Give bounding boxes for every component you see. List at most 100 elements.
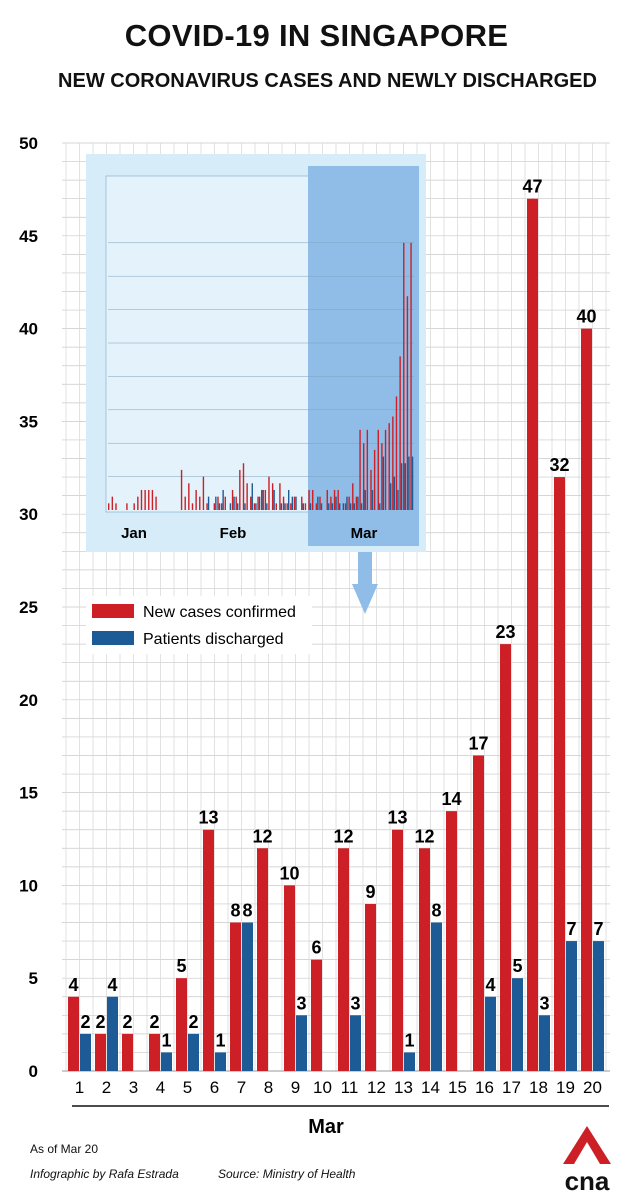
bar-discharged <box>350 1015 361 1071</box>
inset-bar-discharged <box>207 496 210 510</box>
data-label-new-cases: 9 <box>365 882 375 902</box>
source-note: Source: Ministry of Health <box>218 1167 356 1181</box>
data-label-discharged: 3 <box>539 993 549 1013</box>
data-label-discharged: 7 <box>566 919 576 939</box>
legend-label-discharged: Patients discharged <box>143 631 284 648</box>
inset-bar-new-cases <box>151 489 154 510</box>
inset-bar-new-cases <box>137 496 139 510</box>
inset-bar-discharged <box>237 503 239 510</box>
inset-bar-new-cases <box>115 503 117 510</box>
inset-bar-new-cases <box>366 429 369 510</box>
bar-discharged <box>431 922 442 1071</box>
inset-bar-new-cases <box>264 489 267 510</box>
bar-new-cases <box>581 328 592 1072</box>
bar-discharged <box>566 941 577 1071</box>
inset-bar-new-cases <box>202 476 205 510</box>
inset-bar-new-cases <box>184 496 186 510</box>
data-label-new-cases: 2 <box>149 1012 159 1032</box>
inset-bar-new-cases <box>188 483 190 510</box>
inset-bar-discharged <box>280 503 283 510</box>
inset-bar-new-cases <box>344 503 347 510</box>
inset-bar-new-cases <box>333 489 336 510</box>
bar-discharged <box>296 1015 307 1071</box>
chart-legend: New cases confirmed Patients discharged <box>86 596 312 654</box>
inset-bar-discharged <box>339 503 341 510</box>
inset-bar-new-cases <box>370 469 372 510</box>
inset-bar-discharged <box>364 489 366 510</box>
inset-bar-new-cases <box>315 503 318 510</box>
data-label-new-cases: 8 <box>230 901 240 921</box>
inset-bar-new-cases <box>206 503 208 510</box>
data-label-new-cases: 2 <box>122 1012 132 1032</box>
inset-bar-new-cases <box>246 483 248 510</box>
bar-discharged <box>512 978 523 1071</box>
data-label-discharged: 7 <box>593 919 603 939</box>
inset-bar-discharged <box>295 496 297 510</box>
y-tick-label: 35 <box>19 412 38 431</box>
inset-bar-new-cases <box>108 503 110 510</box>
x-tick-label: 13 <box>394 1078 413 1097</box>
inset-bar-discharged <box>346 496 348 510</box>
x-tick-label: 19 <box>556 1078 575 1097</box>
inset-bar-discharged <box>215 496 217 510</box>
inset-bar-discharged <box>357 496 359 510</box>
x-tick-label: 5 <box>183 1078 192 1097</box>
data-label-discharged: 1 <box>215 1030 225 1050</box>
data-label-discharged: 5 <box>512 956 522 976</box>
inset-bar-discharged <box>251 483 253 510</box>
inset-bar-new-cases <box>235 496 237 510</box>
bar-new-cases <box>95 1033 106 1071</box>
y-tick-label: 45 <box>19 227 38 246</box>
y-tick-label: 25 <box>19 598 38 617</box>
inset-bar-new-cases <box>282 496 285 510</box>
inset-bar-new-cases <box>148 489 150 510</box>
page-subtitle: NEW CORONAVIRUS CASES AND NEWLY DISCHARG… <box>58 70 597 92</box>
inset-bar-new-cases <box>126 503 128 510</box>
legend-label-new-cases: New cases confirmed <box>143 604 296 621</box>
inset-bar-new-cases <box>191 503 194 510</box>
inset-bar-discharged <box>288 489 290 510</box>
inset-bar-discharged <box>349 503 352 510</box>
data-label-discharged: 2 <box>80 1012 90 1032</box>
x-tick-label: 10 <box>313 1078 332 1097</box>
inset-x-ticks: Jan Feb Mar <box>121 525 377 542</box>
bar-new-cases <box>284 885 295 1071</box>
inset-bar-new-cases <box>286 503 288 510</box>
inset-bar-discharged <box>262 489 264 510</box>
inset-bar-new-cases <box>213 503 216 510</box>
inset-bar-new-cases <box>373 449 376 510</box>
inset-bar-discharged <box>379 503 381 510</box>
inset-bar-new-cases <box>363 443 365 510</box>
inset-bar-discharged <box>342 503 345 510</box>
inset-bar-new-cases <box>180 469 183 510</box>
bar-new-cases <box>365 903 376 1071</box>
data-label-discharged: 1 <box>404 1030 414 1050</box>
inset-bar-discharged <box>255 503 257 510</box>
data-label-new-cases: 14 <box>441 789 461 809</box>
inset-bar-discharged <box>284 503 286 510</box>
data-label-new-cases: 40 <box>576 307 596 327</box>
cna-logo: cna <box>563 1126 611 1194</box>
inset-bar-discharged <box>400 463 403 510</box>
inset-bar-discharged <box>320 503 323 510</box>
inset-bar-new-cases <box>308 489 310 510</box>
page-title: COVID-19 IN SINGAPORE <box>124 18 509 53</box>
inset-bar-new-cases <box>250 496 252 510</box>
y-tick-label: 10 <box>19 876 38 895</box>
data-label-new-cases: 13 <box>387 808 407 828</box>
bar-discharged <box>242 922 253 1071</box>
inset-bar-new-cases <box>359 429 361 510</box>
inset-bar-new-cases <box>144 489 146 510</box>
inset-bar-new-cases <box>395 396 398 510</box>
inset-bar-new-cases <box>275 503 277 510</box>
bar-new-cases <box>122 1033 133 1071</box>
bar-new-cases <box>446 811 457 1071</box>
inset-bars <box>108 242 414 511</box>
inset-bar-new-cases <box>410 242 412 511</box>
inset-bar-new-cases <box>388 423 390 510</box>
inset-bar-discharged <box>371 489 374 510</box>
data-label-new-cases: 5 <box>176 956 186 976</box>
inset-bar-discharged <box>404 463 406 510</box>
bar-discharged <box>80 1033 91 1071</box>
